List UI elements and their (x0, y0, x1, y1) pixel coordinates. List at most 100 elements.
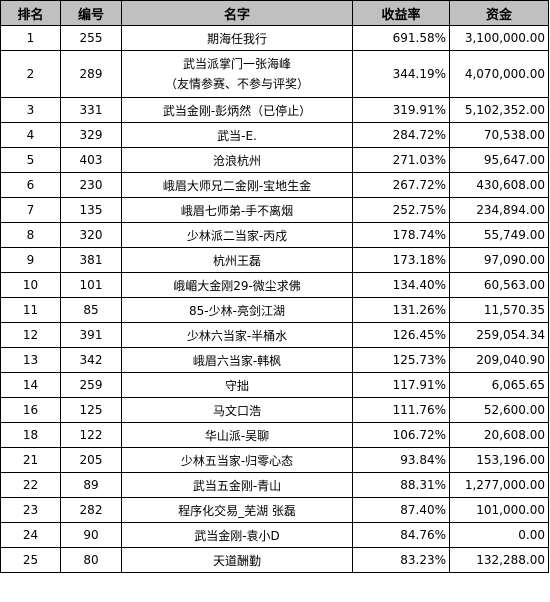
rate-cell: 125.73% (352, 347, 450, 373)
rate-cell: 344.19% (352, 50, 450, 98)
code-cell: 90 (60, 522, 122, 548)
table-row: 18 122 华山派-吴聊 106.72% 20,608.00 (0, 422, 549, 448)
table-row: 21 205 少林五当家-归零心态 93.84% 153,196.00 (0, 447, 549, 473)
header-row: 排名 编号 名字 收益率 资金 (0, 0, 549, 26)
code-cell: 89 (60, 472, 122, 498)
fund-cell: 55,749.00 (449, 222, 549, 248)
fund-cell: 11,570.35 (449, 297, 549, 323)
fund-cell: 60,563.00 (449, 272, 549, 298)
header-rank: 排名 (0, 0, 61, 26)
rank-cell: 6 (0, 172, 61, 198)
code-cell: 282 (60, 497, 122, 523)
rate-cell: 284.72% (352, 122, 450, 148)
rate-cell: 117.91% (352, 372, 450, 398)
name-cell: 峨嵋大金刚29-微尘求佛 (121, 272, 353, 298)
rank-cell: 13 (0, 347, 61, 373)
rate-cell: 267.72% (352, 172, 450, 198)
code-cell: 80 (60, 547, 122, 573)
fund-cell: 95,647.00 (449, 147, 549, 173)
name-cell: 程序化交易_芜湖 张磊 (121, 497, 353, 523)
code-cell: 125 (60, 397, 122, 423)
rate-cell: 173.18% (352, 247, 450, 273)
table-row: 4 329 武当-E. 284.72% 70,538.00 (0, 122, 549, 148)
fund-cell: 0.00 (449, 522, 549, 548)
rate-cell: 84.76% (352, 522, 450, 548)
code-cell: 255 (60, 25, 122, 51)
code-cell: 205 (60, 447, 122, 473)
table-row: 3 331 武当金刚-彭炳然（已停止） 319.91% 5,102,352.00 (0, 97, 549, 123)
name-cell: 期海任我行 (121, 25, 353, 51)
name-cell: 武当派掌门一张海峰 （友情参赛、不参与评奖） (121, 50, 353, 98)
name-cell: 华山派-吴聊 (121, 422, 353, 448)
fund-cell: 52,600.00 (449, 397, 549, 423)
rank-cell: 12 (0, 322, 61, 348)
name-cell: 少林六当家-半桶水 (121, 322, 353, 348)
rank-cell: 21 (0, 447, 61, 473)
fund-cell: 430,608.00 (449, 172, 549, 198)
table-row: 16 125 马文口浩 111.76% 52,600.00 (0, 397, 549, 423)
header-rate: 收益率 (352, 0, 450, 26)
table-row: 14 259 守拙 117.91% 6,065.65 (0, 372, 549, 398)
name-cell: 少林派二当家-丙戍 (121, 222, 353, 248)
header-fund: 资金 (449, 0, 549, 26)
code-cell: 85 (60, 297, 122, 323)
rate-cell: 131.26% (352, 297, 450, 323)
name-line-1: 武当派掌门一张海峰 (182, 57, 291, 71)
rank-cell: 14 (0, 372, 61, 398)
fund-cell: 209,040.90 (449, 347, 549, 373)
name-cell: 85-少林-亮剑江湖 (121, 297, 353, 323)
name-cell: 守拙 (121, 372, 353, 398)
rank-cell: 2 (0, 50, 61, 98)
table-row: 10 101 峨嵋大金刚29-微尘求佛 134.40% 60,563.00 (0, 272, 549, 298)
fund-cell: 234,894.00 (449, 197, 549, 223)
fund-cell: 1,277,000.00 (449, 472, 549, 498)
rate-cell: 87.40% (352, 497, 450, 523)
table-row: 24 90 武当金刚-袁小D 84.76% 0.00 (0, 522, 549, 548)
rate-cell: 83.23% (352, 547, 450, 573)
fund-cell: 101,000.00 (449, 497, 549, 523)
fund-cell: 70,538.00 (449, 122, 549, 148)
fund-cell: 6,065.65 (449, 372, 549, 398)
rate-cell: 252.75% (352, 197, 450, 223)
rank-cell: 4 (0, 122, 61, 148)
table-row: 2 289 武当派掌门一张海峰 （友情参赛、不参与评奖） 344.19% 4,0… (0, 50, 549, 98)
rank-cell: 11 (0, 297, 61, 323)
name-cell: 杭州王磊 (121, 247, 353, 273)
name-cell: 少林五当家-归零心态 (121, 447, 353, 473)
rate-cell: 106.72% (352, 422, 450, 448)
rank-cell: 8 (0, 222, 61, 248)
fund-cell: 132,288.00 (449, 547, 549, 573)
code-cell: 403 (60, 147, 122, 173)
table-row: 12 391 少林六当家-半桶水 126.45% 259,054.34 (0, 322, 549, 348)
name-cell: 峨眉六当家-韩枫 (121, 347, 353, 373)
code-cell: 259 (60, 372, 122, 398)
rank-cell: 9 (0, 247, 61, 273)
table-row: 13 342 峨眉六当家-韩枫 125.73% 209,040.90 (0, 347, 549, 373)
code-cell: 101 (60, 272, 122, 298)
name-cell: 武当-E. (121, 122, 353, 148)
rank-cell: 25 (0, 547, 61, 573)
code-cell: 329 (60, 122, 122, 148)
rank-cell: 23 (0, 497, 61, 523)
fund-cell: 259,054.34 (449, 322, 549, 348)
rate-cell: 111.76% (352, 397, 450, 423)
code-cell: 230 (60, 172, 122, 198)
table-row: 22 89 武当五金刚-青山 88.31% 1,277,000.00 (0, 472, 549, 498)
rate-cell: 319.91% (352, 97, 450, 123)
table-row: 11 85 85-少林-亮剑江湖 131.26% 11,570.35 (0, 297, 549, 323)
table-row: 8 320 少林派二当家-丙戍 178.74% 55,749.00 (0, 222, 549, 248)
name-cell: 峨眉大师兄二金刚-宝地生金 (121, 172, 353, 198)
rank-cell: 1 (0, 25, 61, 51)
table-row: 9 381 杭州王磊 173.18% 97,090.00 (0, 247, 549, 273)
rate-cell: 88.31% (352, 472, 450, 498)
header-code: 编号 (60, 0, 122, 26)
name-line-2: （友情参赛、不参与评奖） (164, 77, 309, 91)
table-row: 5 403 沧浪杭州 271.03% 95,647.00 (0, 147, 549, 173)
name-cell: 武当五金刚-青山 (121, 472, 353, 498)
name-cell: 峨眉七师弟-手不离烟 (121, 197, 353, 223)
fund-cell: 97,090.00 (449, 247, 549, 273)
code-cell: 122 (60, 422, 122, 448)
rank-cell: 24 (0, 522, 61, 548)
rank-cell: 22 (0, 472, 61, 498)
ranking-table: 排名 编号 名字 收益率 资金 1 255 期海任我行 691.58% 3,10… (0, 0, 549, 573)
